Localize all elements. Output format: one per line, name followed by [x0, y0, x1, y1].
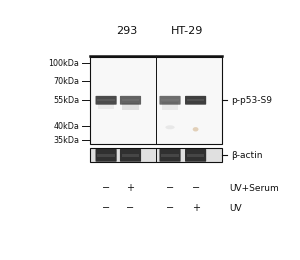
Text: UV+Serum: UV+Serum — [229, 184, 279, 193]
Bar — [98, 104, 114, 109]
Ellipse shape — [165, 125, 175, 129]
FancyBboxPatch shape — [185, 149, 206, 162]
Text: +: + — [127, 183, 134, 193]
FancyBboxPatch shape — [159, 149, 181, 162]
Ellipse shape — [193, 127, 199, 132]
Text: 40kDa: 40kDa — [53, 122, 79, 131]
Text: 55kDa: 55kDa — [53, 96, 79, 105]
Text: −: − — [166, 183, 174, 193]
Text: 35kDa: 35kDa — [53, 136, 79, 145]
Bar — [187, 154, 205, 157]
FancyBboxPatch shape — [159, 96, 181, 105]
Text: 100kDa: 100kDa — [49, 59, 79, 68]
Bar — [161, 99, 179, 101]
Text: β-actin: β-actin — [231, 151, 262, 160]
Bar — [187, 99, 205, 101]
Text: UV: UV — [229, 204, 242, 213]
Text: 293: 293 — [116, 26, 138, 36]
FancyBboxPatch shape — [95, 96, 117, 105]
FancyBboxPatch shape — [120, 96, 141, 105]
Text: 70kDa: 70kDa — [53, 77, 79, 86]
Bar — [122, 103, 139, 110]
Bar — [162, 102, 178, 110]
FancyBboxPatch shape — [120, 149, 141, 162]
Bar — [90, 57, 222, 144]
Text: −: − — [191, 183, 200, 193]
Text: −: − — [126, 203, 135, 213]
Text: p-p53-S9: p-p53-S9 — [231, 96, 272, 105]
Bar — [161, 154, 179, 157]
Bar — [122, 99, 140, 101]
Bar — [97, 154, 115, 157]
Text: HT-29: HT-29 — [171, 26, 204, 36]
FancyBboxPatch shape — [95, 149, 117, 162]
Bar — [97, 99, 115, 101]
FancyBboxPatch shape — [185, 96, 206, 105]
Text: −: − — [102, 203, 110, 213]
Text: −: − — [102, 183, 110, 193]
Text: −: − — [166, 203, 174, 213]
Bar — [90, 148, 222, 162]
Text: +: + — [192, 203, 200, 213]
Bar — [122, 154, 140, 157]
